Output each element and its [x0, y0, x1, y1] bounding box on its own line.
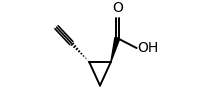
Polygon shape	[111, 38, 120, 62]
Text: OH: OH	[137, 41, 158, 55]
Text: O: O	[112, 1, 123, 15]
